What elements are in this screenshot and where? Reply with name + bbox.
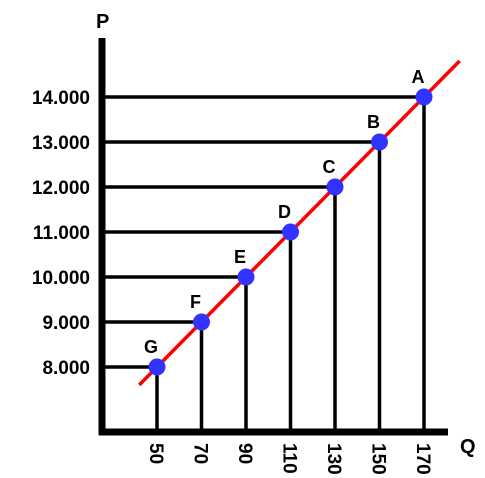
data-point-G: [148, 358, 166, 376]
x-tick-label: 50: [145, 443, 166, 464]
x-tick-label: 70: [190, 443, 211, 464]
y-tick-label: 9.000: [42, 313, 90, 334]
x-tick-label: 170: [412, 443, 433, 475]
x-tick-label: 110: [279, 443, 300, 474]
point-label-F: F: [190, 292, 201, 312]
data-points: [148, 88, 433, 376]
y-tick-label: 13.000: [32, 133, 90, 154]
x-tick-label: 150: [368, 443, 389, 475]
point-label-B: B: [367, 112, 380, 132]
point-label-A: A: [412, 67, 425, 87]
y-tick-label: 10.000: [32, 268, 90, 289]
data-point-A: [415, 88, 433, 106]
y-tick-label: 11.000: [33, 223, 90, 244]
y-tick-label: 12.000: [32, 178, 90, 199]
guide-lines: [102, 95, 426, 432]
point-label-E: E: [234, 247, 246, 267]
x-tick-label: 90: [234, 443, 255, 464]
y-tick-label: 14.000: [32, 88, 90, 109]
point-label-G: G: [144, 337, 158, 357]
point-label-D: D: [278, 202, 291, 222]
x-tick-label: 130: [323, 443, 344, 475]
supply-line: [137, 59, 461, 387]
data-point-D: [282, 223, 299, 241]
data-point-C: [326, 178, 344, 196]
x-tick-labels: 50 70 90 110 130 150 170: [145, 443, 433, 475]
data-point-E: [237, 268, 255, 286]
y-tick-label: 8.000: [42, 358, 90, 379]
data-point-B: [371, 133, 388, 151]
x-axis-label: Q: [460, 436, 476, 458]
point-label-C: C: [323, 157, 336, 177]
point-labels: G F E D C B A: [144, 67, 425, 357]
y-tick-labels: 8.000 9.000 10.000 11.000 12.000 13.000 14.000: [32, 88, 90, 379]
y-axis-label: P: [96, 11, 109, 33]
data-point-F: [193, 313, 210, 331]
